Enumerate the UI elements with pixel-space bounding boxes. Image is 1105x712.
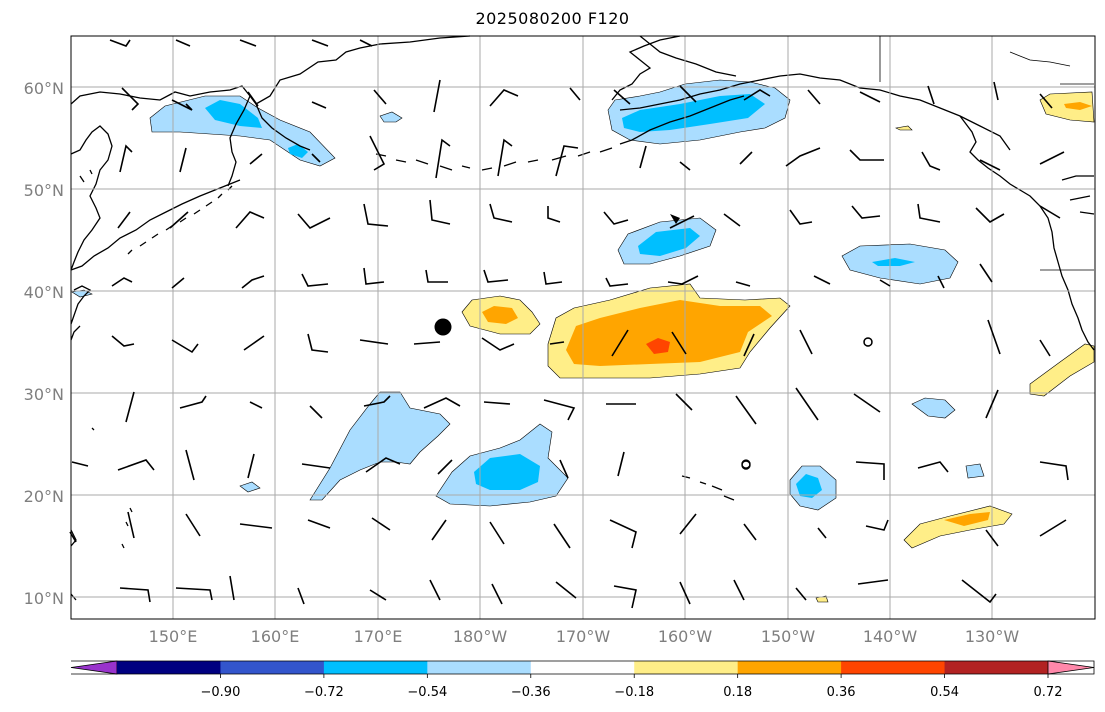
colorbar-tick-label: 0.54	[930, 685, 959, 700]
borders	[879, 36, 1094, 271]
contour-strong-negative-kamchatka	[205, 100, 262, 128]
lat-label: 50°N	[24, 181, 64, 200]
latitude-labels: 60°N 50°N 40°N 30°N 20°N 10°N	[24, 79, 64, 608]
lon-label: 180°W	[453, 627, 508, 646]
lon-label: 150°W	[761, 627, 816, 646]
colorbar-tick-label: 0.18	[723, 685, 752, 700]
longitude-labels: 150°E 160°E 170°E 180°W 170°W 160°W 150°…	[149, 627, 1020, 646]
colorbar-bin	[530, 661, 635, 674]
colorbar-bin	[117, 661, 221, 674]
colorbar-bin	[220, 661, 325, 674]
colorbar-extend-low	[70, 660, 118, 675]
map-frame	[70, 35, 1096, 620]
lat-label: 60°N	[24, 79, 64, 98]
colorbar-tick-label: −0.54	[407, 685, 447, 700]
colorbar-bin	[634, 661, 739, 674]
colorbar-bin	[427, 661, 532, 674]
contour-moderate-positive-central	[566, 300, 772, 366]
coastlines	[70, 35, 1095, 601]
storm-position-marker	[434, 318, 452, 336]
lat-label: 30°N	[24, 385, 64, 404]
colorbar-extend-high	[1047, 660, 1095, 675]
contour-strong-positive-central	[646, 338, 670, 354]
colorbar-tick-label: −0.72	[304, 685, 344, 700]
colorbar-tick-label: −0.90	[201, 685, 241, 700]
lon-label: 160°W	[658, 627, 713, 646]
lon-label: 130°W	[965, 627, 1020, 646]
wind-barbs	[69, 39, 1069, 609]
colorbar	[70, 660, 1095, 675]
storm-marker-open-hawaii	[741, 460, 751, 470]
lat-label: 10°N	[24, 589, 64, 608]
gridlines	[71, 36, 1095, 619]
colorbar-bin	[841, 661, 946, 674]
lon-label: 170°W	[556, 627, 611, 646]
colorbar-tick-label: −0.36	[511, 685, 551, 700]
lon-label: 160°E	[251, 627, 300, 646]
colorbar-tick-label: 0.72	[1034, 685, 1063, 700]
colorbar-bin	[323, 661, 428, 674]
colorbar-bin	[737, 661, 842, 674]
storm-marker-open	[863, 337, 873, 347]
colorbar-tick-label: −0.18	[614, 685, 654, 700]
lat-label: 40°N	[24, 283, 64, 302]
contour-negative-west	[309, 391, 451, 501]
lon-label: 170°E	[354, 627, 403, 646]
barb-pennant	[670, 214, 680, 224]
lon-label: 140°W	[863, 627, 918, 646]
colorbar-bin	[944, 661, 1049, 674]
lon-label: 150°E	[149, 627, 198, 646]
lat-label: 20°N	[24, 487, 64, 506]
colorbar-tick-label: 0.36	[827, 685, 856, 700]
map-title: 2025080200 F120	[475, 9, 630, 28]
